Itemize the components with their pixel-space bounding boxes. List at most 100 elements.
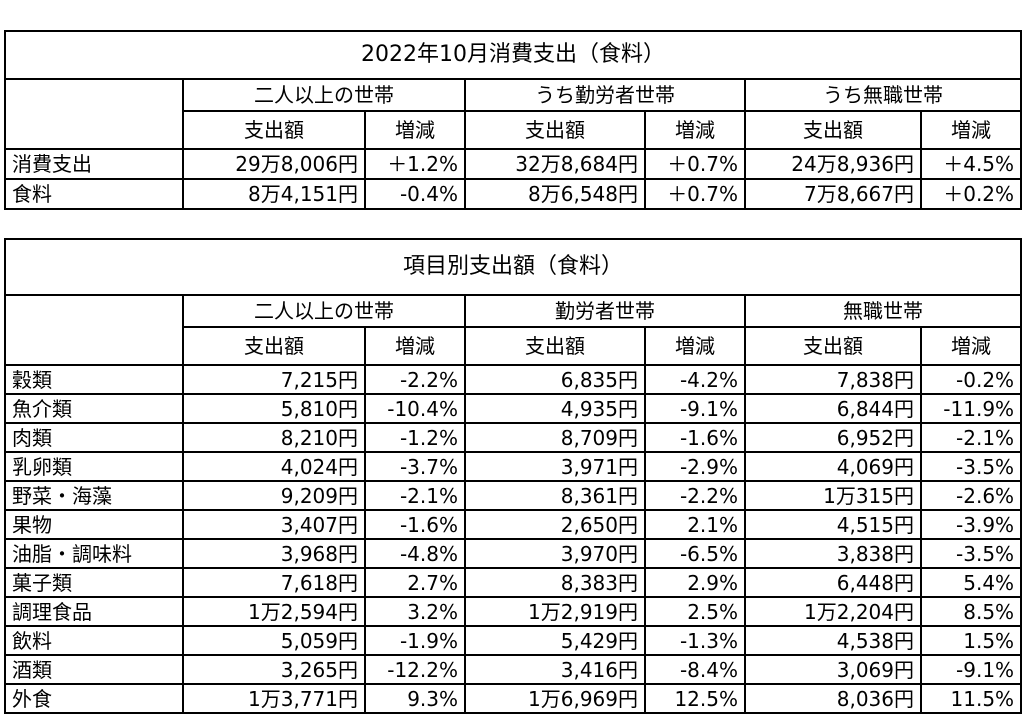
row-label: 果物 [4,509,184,540]
table-row: 魚介類 5,810円 -10.4% 4,935円 -9.1% 6,844円 -11.9% [4,393,1023,424]
food-items-table: 項目別支出額（食料） 二人以上の世帯 勤労者世帯 無職世帯 支出額 増減 支出額… [3,238,1023,714]
table-row: 消費支出 29万8,006円 ＋1.2% 32万8,684円 ＋0.7% 24万8,936… [4,148,1023,180]
change-cell: -2.2% [644,480,746,511]
amount-cell: 9,209円 [182,480,366,511]
amount-cell: 1万6,969円 [464,683,646,714]
row-label: 野菜・海藻 [4,480,184,511]
amount-cell: 1万315円 [744,480,922,511]
change-cell: -2.6% [919,480,1023,511]
row-label: 消費支出 [4,148,184,180]
column-header-change: 増減 [919,326,1023,366]
change-cell: 12.5% [644,683,746,714]
change-cell: -3.5% [919,538,1023,569]
amount-cell: 1万2,204円 [744,596,922,627]
table-row: 油脂・調味料 3,968円 -4.8% 3,970円 -6.5% 3,838円 -3.5% [4,538,1023,569]
change-cell: ＋0.2% [919,178,1023,210]
table-row: 肉類 8,210円 -1.2% 8,709円 -1.6% 6,952円 -2.1% [4,422,1023,453]
amount-cell: 5,810円 [182,393,366,424]
amount-cell: 8万6,548円 [464,178,646,210]
row-label: 魚介類 [4,393,184,424]
change-cell: -1.9% [364,625,466,656]
group-header: うち無職世帯 [743,78,1023,112]
change-cell: -2.9% [644,451,746,482]
amount-cell: 4,935円 [464,393,646,424]
row-label: 肉類 [4,422,184,453]
column-header-change: 増減 [919,110,1023,150]
change-cell: -2.1% [919,422,1023,453]
amount-cell: 8,709円 [464,422,646,453]
table-row: 酒類 3,265円 -12.2% 3,416円 -8.4% 3,069円 -9.1% [4,654,1023,685]
table-title: 2022年10月消費支出（食料） [3,30,1023,80]
row-label: 外食 [4,683,184,714]
table-row: 果物 3,407円 -1.6% 2,650円 2.1% 4,515円 -3.9% [4,509,1023,540]
amount-cell: 8万4,151円 [182,178,366,210]
amount-cell: 5,429円 [464,625,646,656]
change-cell: -1.3% [644,625,746,656]
change-cell: -12.2% [364,654,466,685]
column-header-amount: 支出額 [464,110,646,150]
table-row: 食料 8万4,151円 -0.4% 8万6,548円 ＋0.7% 7万8,667円 ＋0.2… [4,178,1023,210]
amount-cell: 7万8,667円 [744,178,922,210]
change-cell: 11.5% [919,683,1023,714]
column-header-change: 増減 [364,110,466,150]
change-cell: ＋0.7% [644,148,746,180]
corner-cell [4,294,184,366]
amount-cell: 7,215円 [182,364,366,395]
amount-cell: 3,265円 [182,654,366,685]
amount-cell: 3,407円 [182,509,366,540]
amount-cell: 1万3,771円 [182,683,366,714]
column-header-amount: 支出額 [182,110,366,150]
row-label: 穀類 [4,364,184,395]
amount-cell: 1万2,919円 [464,596,646,627]
change-cell: -4.8% [364,538,466,569]
amount-cell: 3,416円 [464,654,646,685]
change-cell: 1.5% [919,625,1023,656]
change-cell: ＋0.7% [644,178,746,210]
column-header-amount: 支出額 [744,326,922,366]
change-cell: 2.1% [644,509,746,540]
amount-cell: 29万8,006円 [182,148,366,180]
table-row: 菓子類 7,618円 2.7% 8,383円 2.9% 6,448円 5.4% [4,567,1023,598]
amount-cell: 6,448円 [744,567,922,598]
amount-cell: 6,835円 [464,364,646,395]
amount-cell: 4,024円 [182,451,366,482]
row-label: 調理食品 [4,596,184,627]
row-label: 油脂・調味料 [4,538,184,569]
column-header-amount: 支出額 [744,110,922,150]
table-row: 飲料 5,059円 -1.9% 5,429円 -1.3% 4,538円 1.5% [4,625,1023,656]
change-cell: 9.3% [364,683,466,714]
amount-cell: 32万8,684円 [464,148,646,180]
group-header: 二人以上の世帯 [182,78,466,112]
table-row: 外食 1万3,771円 9.3% 1万6,969円 12.5% 8,036円 11.5% [4,683,1023,714]
table-row: 乳卵類 4,024円 -3.7% 3,971円 -2.9% 4,069円 -3.5% [4,451,1023,482]
change-cell: -3.7% [364,451,466,482]
consumption-summary-table: 2022年10月消費支出（食料） 二人以上の世帯 うち勤労者世帯 うち無職世帯 … [3,30,1023,210]
change-cell: -1.2% [364,422,466,453]
amount-cell: 3,838円 [744,538,922,569]
amount-cell: 8,383円 [464,567,646,598]
amount-cell: 3,971円 [464,451,646,482]
change-cell: -6.5% [644,538,746,569]
row-label: 飲料 [4,625,184,656]
column-header-amount: 支出額 [182,326,366,366]
amount-cell: 1万2,594円 [182,596,366,627]
column-header-change: 増減 [364,326,466,366]
change-cell: -0.4% [364,178,466,210]
change-cell: ＋1.2% [364,148,466,180]
change-cell: 2.9% [644,567,746,598]
amount-cell: 6,952円 [744,422,922,453]
table-row: 調理食品 1万2,594円 3.2% 1万2,919円 2.5% 1万2,204円 8.5% [4,596,1023,627]
column-header-change: 増減 [644,110,746,150]
column-header-amount: 支出額 [464,326,646,366]
change-cell: -2.2% [364,364,466,395]
group-header: うち勤労者世帯 [464,78,746,112]
change-cell: 2.5% [644,596,746,627]
table-row: 野菜・海藻 9,209円 -2.1% 8,361円 -2.2% 1万315円 -2.6% [4,480,1023,511]
amount-cell: 8,210円 [182,422,366,453]
change-cell: -1.6% [644,422,746,453]
amount-cell: 4,069円 [744,451,922,482]
change-cell: 2.7% [364,567,466,598]
change-cell: -10.4% [364,393,466,424]
change-cell: -2.1% [364,480,466,511]
corner-cell [4,78,184,150]
